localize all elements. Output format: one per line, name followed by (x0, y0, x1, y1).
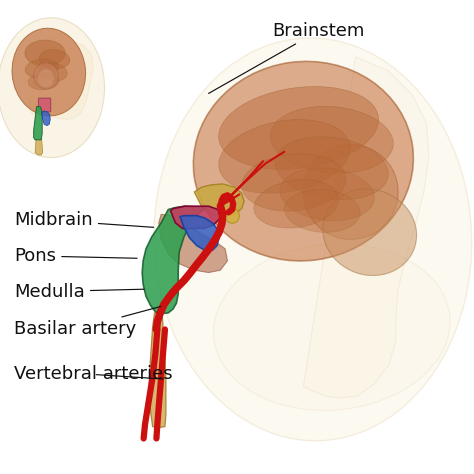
Polygon shape (42, 111, 50, 126)
Ellipse shape (219, 87, 379, 169)
Ellipse shape (25, 59, 58, 78)
Polygon shape (142, 206, 206, 314)
Ellipse shape (37, 69, 54, 88)
Ellipse shape (25, 40, 65, 66)
Ellipse shape (213, 244, 450, 410)
Polygon shape (159, 214, 228, 273)
Ellipse shape (254, 180, 338, 228)
Text: Midbrain: Midbrain (14, 211, 154, 229)
Ellipse shape (154, 38, 472, 441)
Polygon shape (194, 184, 244, 217)
Polygon shape (149, 313, 166, 428)
Ellipse shape (12, 28, 86, 116)
Text: Pons: Pons (14, 247, 137, 265)
Ellipse shape (28, 73, 59, 90)
Text: Brainstem: Brainstem (209, 22, 365, 93)
Polygon shape (34, 107, 42, 140)
FancyBboxPatch shape (38, 98, 51, 112)
Polygon shape (303, 57, 429, 398)
Polygon shape (180, 216, 219, 250)
Text: Vertebral arteries: Vertebral arteries (14, 365, 173, 383)
Polygon shape (171, 206, 220, 228)
Ellipse shape (225, 208, 239, 223)
Ellipse shape (275, 137, 388, 200)
Ellipse shape (193, 62, 413, 261)
Ellipse shape (39, 50, 70, 69)
Ellipse shape (270, 106, 393, 173)
Text: Basilar artery: Basilar artery (14, 307, 161, 338)
Ellipse shape (284, 190, 360, 232)
Ellipse shape (280, 168, 374, 221)
Ellipse shape (0, 18, 104, 158)
Ellipse shape (34, 63, 58, 89)
Ellipse shape (242, 154, 346, 211)
Polygon shape (35, 139, 43, 155)
Ellipse shape (303, 145, 398, 239)
Ellipse shape (39, 63, 67, 81)
Polygon shape (29, 33, 93, 119)
Ellipse shape (323, 189, 417, 275)
Ellipse shape (219, 119, 350, 193)
Text: Medulla: Medulla (14, 283, 144, 301)
